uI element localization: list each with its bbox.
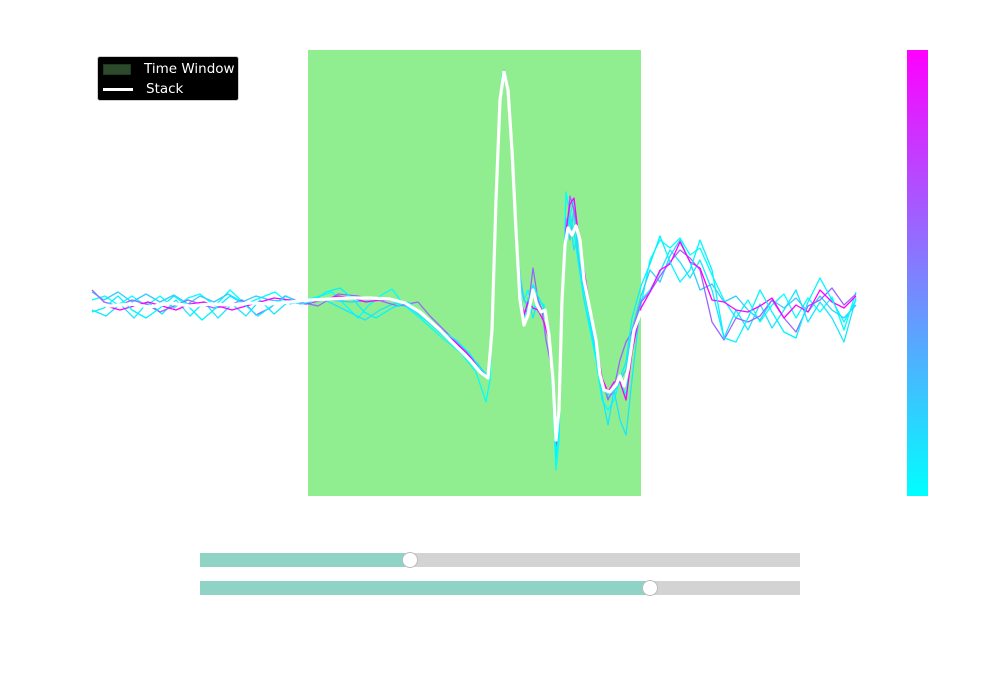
slider-fill — [200, 581, 650, 595]
window-end-slider[interactable] — [200, 580, 800, 596]
legend-label: Stack — [146, 81, 184, 97]
legend-item-stack: Stack — [103, 80, 183, 98]
legend: Time Window Stack — [97, 56, 239, 101]
window-start-slider[interactable] — [200, 552, 800, 568]
legend-label: Time Window — [144, 61, 235, 77]
time-window-region — [308, 50, 641, 496]
legend-item-time-window: Time Window — [103, 60, 235, 78]
colorbar — [907, 50, 928, 496]
stack-line — [90, 70, 643, 442]
slider-fill — [200, 553, 410, 567]
slider-thumb[interactable] — [402, 552, 418, 568]
slider-thumb[interactable] — [642, 580, 658, 596]
time-window-swatch-icon — [103, 63, 131, 75]
trace-line — [91, 71, 857, 446]
stack-line-swatch-icon — [103, 87, 133, 91]
